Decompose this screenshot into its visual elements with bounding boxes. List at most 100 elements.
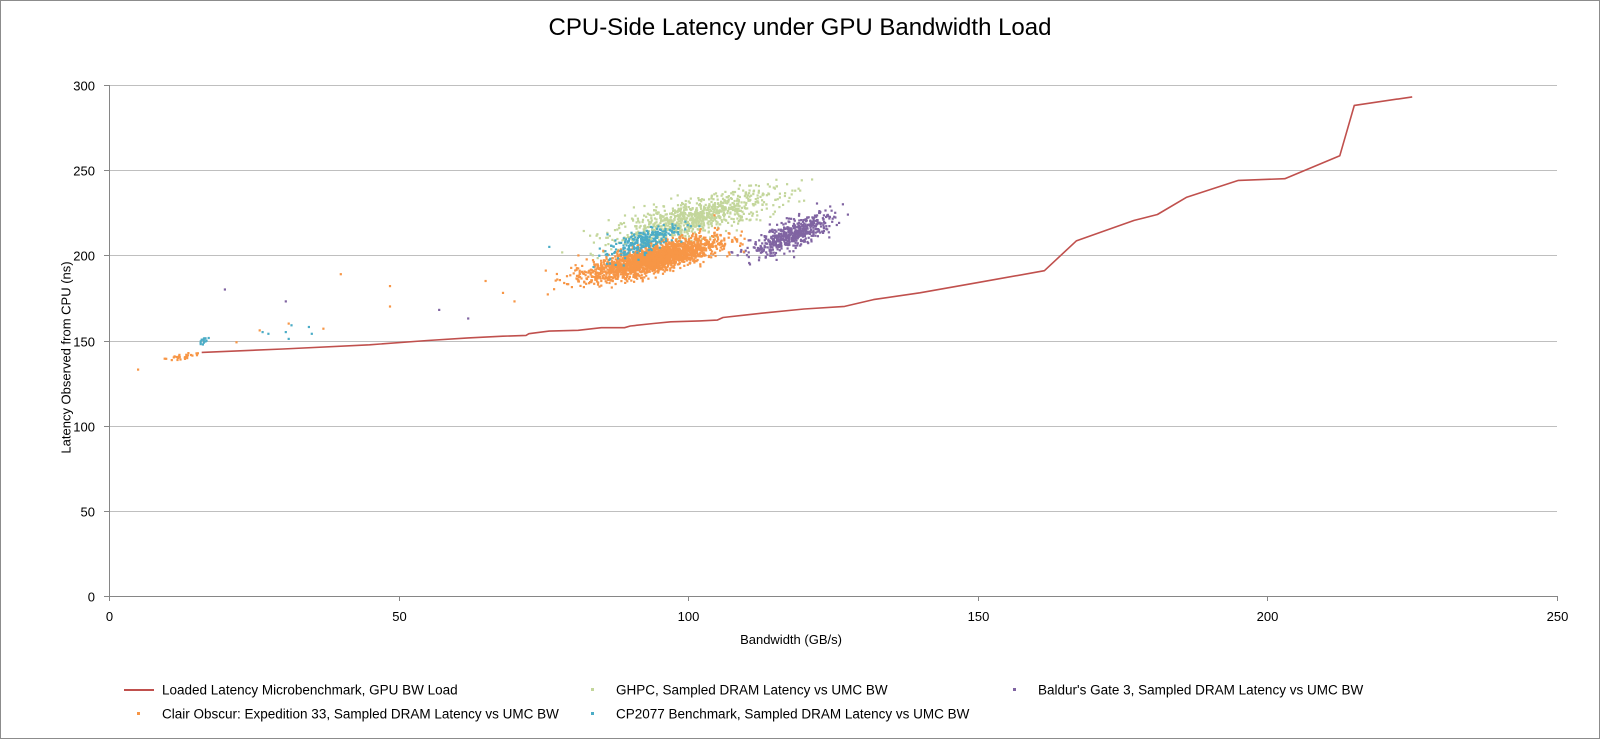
scatter-point-clair-obscur-expedition-33 xyxy=(603,266,606,269)
scatter-point-clair-obscur-expedition-33 xyxy=(625,260,628,263)
scatter-point-clair-obscur-expedition-33 xyxy=(683,246,686,249)
scatter-point-ghpc xyxy=(740,216,743,219)
scatter-point-clair-obscur-expedition-33 xyxy=(679,251,683,254)
scatter-point-cp2077-benchmark xyxy=(640,246,643,249)
scatter-point-ghpc xyxy=(799,189,802,192)
scatter-point-clair-obscur-expedition-33 xyxy=(620,280,623,283)
scatter-point-clair-obscur-expedition-33 xyxy=(654,259,657,262)
scatter-point-clair-obscur-expedition-33 xyxy=(175,355,178,359)
scatter-point-clair-obscur-expedition-33 xyxy=(575,267,578,270)
scatter-point-baldur-s-gate-3 xyxy=(824,209,827,212)
scatter-point-cp2077-benchmark xyxy=(630,231,633,234)
scatter-point-baldur-s-gate-3 xyxy=(766,253,769,256)
scatter-point-clair-obscur-expedition-33 xyxy=(645,274,648,277)
scatter-point-ghpc xyxy=(686,231,689,234)
scatter-point-clair-obscur-expedition-33 xyxy=(339,273,342,276)
scatter-point-clair-obscur-expedition-33 xyxy=(699,235,702,238)
scatter-point-clair-obscur-expedition-33 xyxy=(679,244,682,248)
scatter-point-baldur-s-gate-3 xyxy=(791,238,794,241)
scatter-point-clair-obscur-expedition-33 xyxy=(713,234,716,237)
scatter-point-ghpc xyxy=(632,235,635,238)
scatter-point-ghpc xyxy=(663,217,666,220)
scatter-point-ghpc xyxy=(731,207,734,210)
scatter-point-ghpc xyxy=(654,226,657,230)
scatter-point-baldur-s-gate-3 xyxy=(775,258,778,261)
scatter-point-ghpc xyxy=(723,198,726,202)
scatter-point-ghpc xyxy=(606,236,609,239)
scatter-point-ghpc xyxy=(641,233,644,236)
scatter-point-ghpc xyxy=(775,185,778,188)
scatter-point-cp2077-benchmark xyxy=(651,226,654,229)
scatter-point-clair-obscur-expedition-33 xyxy=(633,280,636,283)
scatter-point-baldur-s-gate-3 xyxy=(796,233,799,236)
scatter-point-clair-obscur-expedition-33 xyxy=(691,241,694,244)
scatter-point-ghpc xyxy=(751,203,754,206)
scatter-point-cp2077-benchmark xyxy=(650,234,653,237)
scatter-point-baldur-s-gate-3 xyxy=(747,251,750,254)
scatter-point-ghpc xyxy=(665,218,668,221)
scatter-point-cp2077-benchmark xyxy=(647,242,650,245)
scatter-point-baldur-s-gate-3 xyxy=(757,259,761,262)
scatter-point-baldur-s-gate-3 xyxy=(801,232,804,235)
scatter-point-ghpc xyxy=(671,207,674,210)
scatter-point-clair-obscur-expedition-33 xyxy=(701,243,704,246)
scatter-point-clair-obscur-expedition-33 xyxy=(620,255,623,258)
scatter-point-baldur-s-gate-3 xyxy=(776,223,779,226)
scatter-point-ghpc xyxy=(707,223,710,226)
scatter-point-ghpc xyxy=(654,225,657,228)
scatter-point-baldur-s-gate-3 xyxy=(781,235,784,238)
scatter-point-ghpc xyxy=(692,223,695,226)
scatter-point-baldur-s-gate-3 xyxy=(794,244,797,247)
scatter-point-baldur-s-gate-3 xyxy=(831,217,834,220)
scatter-point-cp2077-benchmark xyxy=(656,234,659,237)
scatter-point-clair-obscur-expedition-33 xyxy=(678,249,681,252)
scatter-point-baldur-s-gate-3 xyxy=(802,219,805,222)
scatter-point-baldur-s-gate-3 xyxy=(739,250,742,253)
scatter-point-clair-obscur-expedition-33 xyxy=(651,264,654,267)
scatter-point-clair-obscur-expedition-33 xyxy=(641,252,644,255)
scatter-point-clair-obscur-expedition-33 xyxy=(553,288,556,291)
scatter-point-cp2077-benchmark xyxy=(641,244,644,247)
scatter-point-baldur-s-gate-3 xyxy=(814,219,817,222)
scatter-point-baldur-s-gate-3 xyxy=(817,228,820,231)
scatter-point-ghpc xyxy=(757,189,760,192)
scatter-point-clair-obscur-expedition-33 xyxy=(163,357,166,360)
line-swatch-icon xyxy=(124,680,154,700)
scatter-point-clair-obscur-expedition-33 xyxy=(567,283,570,286)
scatter-point-clair-obscur-expedition-33 xyxy=(609,270,612,273)
scatter-point-ghpc xyxy=(711,213,714,216)
scatter-point-clair-obscur-expedition-33 xyxy=(606,271,609,274)
scatter-point-ghpc xyxy=(695,223,698,226)
scatter-point-ghpc xyxy=(769,215,772,218)
scatter-point-clair-obscur-expedition-33 xyxy=(622,274,625,277)
scatter-point-ghpc xyxy=(732,218,735,221)
scatter-point-ghpc xyxy=(679,227,682,230)
scatter-point-ghpc xyxy=(589,252,592,255)
scatter-point-clair-obscur-expedition-33 xyxy=(713,231,716,235)
scatter-point-ghpc xyxy=(732,193,735,196)
scatter-point-clair-obscur-expedition-33 xyxy=(664,258,667,261)
scatter-point-ghpc xyxy=(724,206,727,209)
scatter-point-ghpc xyxy=(706,222,709,225)
scatter-point-clair-obscur-expedition-33 xyxy=(735,239,738,242)
scatter-point-cp2077-benchmark xyxy=(637,235,640,238)
scatter-point-ghpc xyxy=(722,201,725,204)
scatter-point-clair-obscur-expedition-33 xyxy=(676,263,679,266)
scatter-point-ghpc xyxy=(643,204,646,208)
scatter-point-clair-obscur-expedition-33 xyxy=(654,271,657,274)
scatter-point-baldur-s-gate-3 xyxy=(788,243,791,246)
scatter-point-clair-obscur-expedition-33 xyxy=(644,247,647,250)
scatter-point-ghpc xyxy=(728,215,731,218)
scatter-point-clair-obscur-expedition-33 xyxy=(723,239,726,242)
scatter-point-ghpc xyxy=(742,212,745,215)
scatter-point-clair-obscur-expedition-33 xyxy=(699,230,702,233)
scatter-point-clair-obscur-expedition-33 xyxy=(731,238,734,242)
scatter-point-baldur-s-gate-3 xyxy=(784,227,788,230)
scatter-point-clair-obscur-expedition-33 xyxy=(692,251,695,254)
scatter-point-cp2077-benchmark xyxy=(625,244,628,247)
scatter-point-clair-obscur-expedition-33 xyxy=(616,263,620,266)
scatter-point-cp2077-benchmark xyxy=(673,231,676,234)
scatter-point-ghpc xyxy=(757,184,760,188)
scatter-point-clair-obscur-expedition-33 xyxy=(629,264,632,267)
scatter-point-ghpc xyxy=(635,232,638,235)
